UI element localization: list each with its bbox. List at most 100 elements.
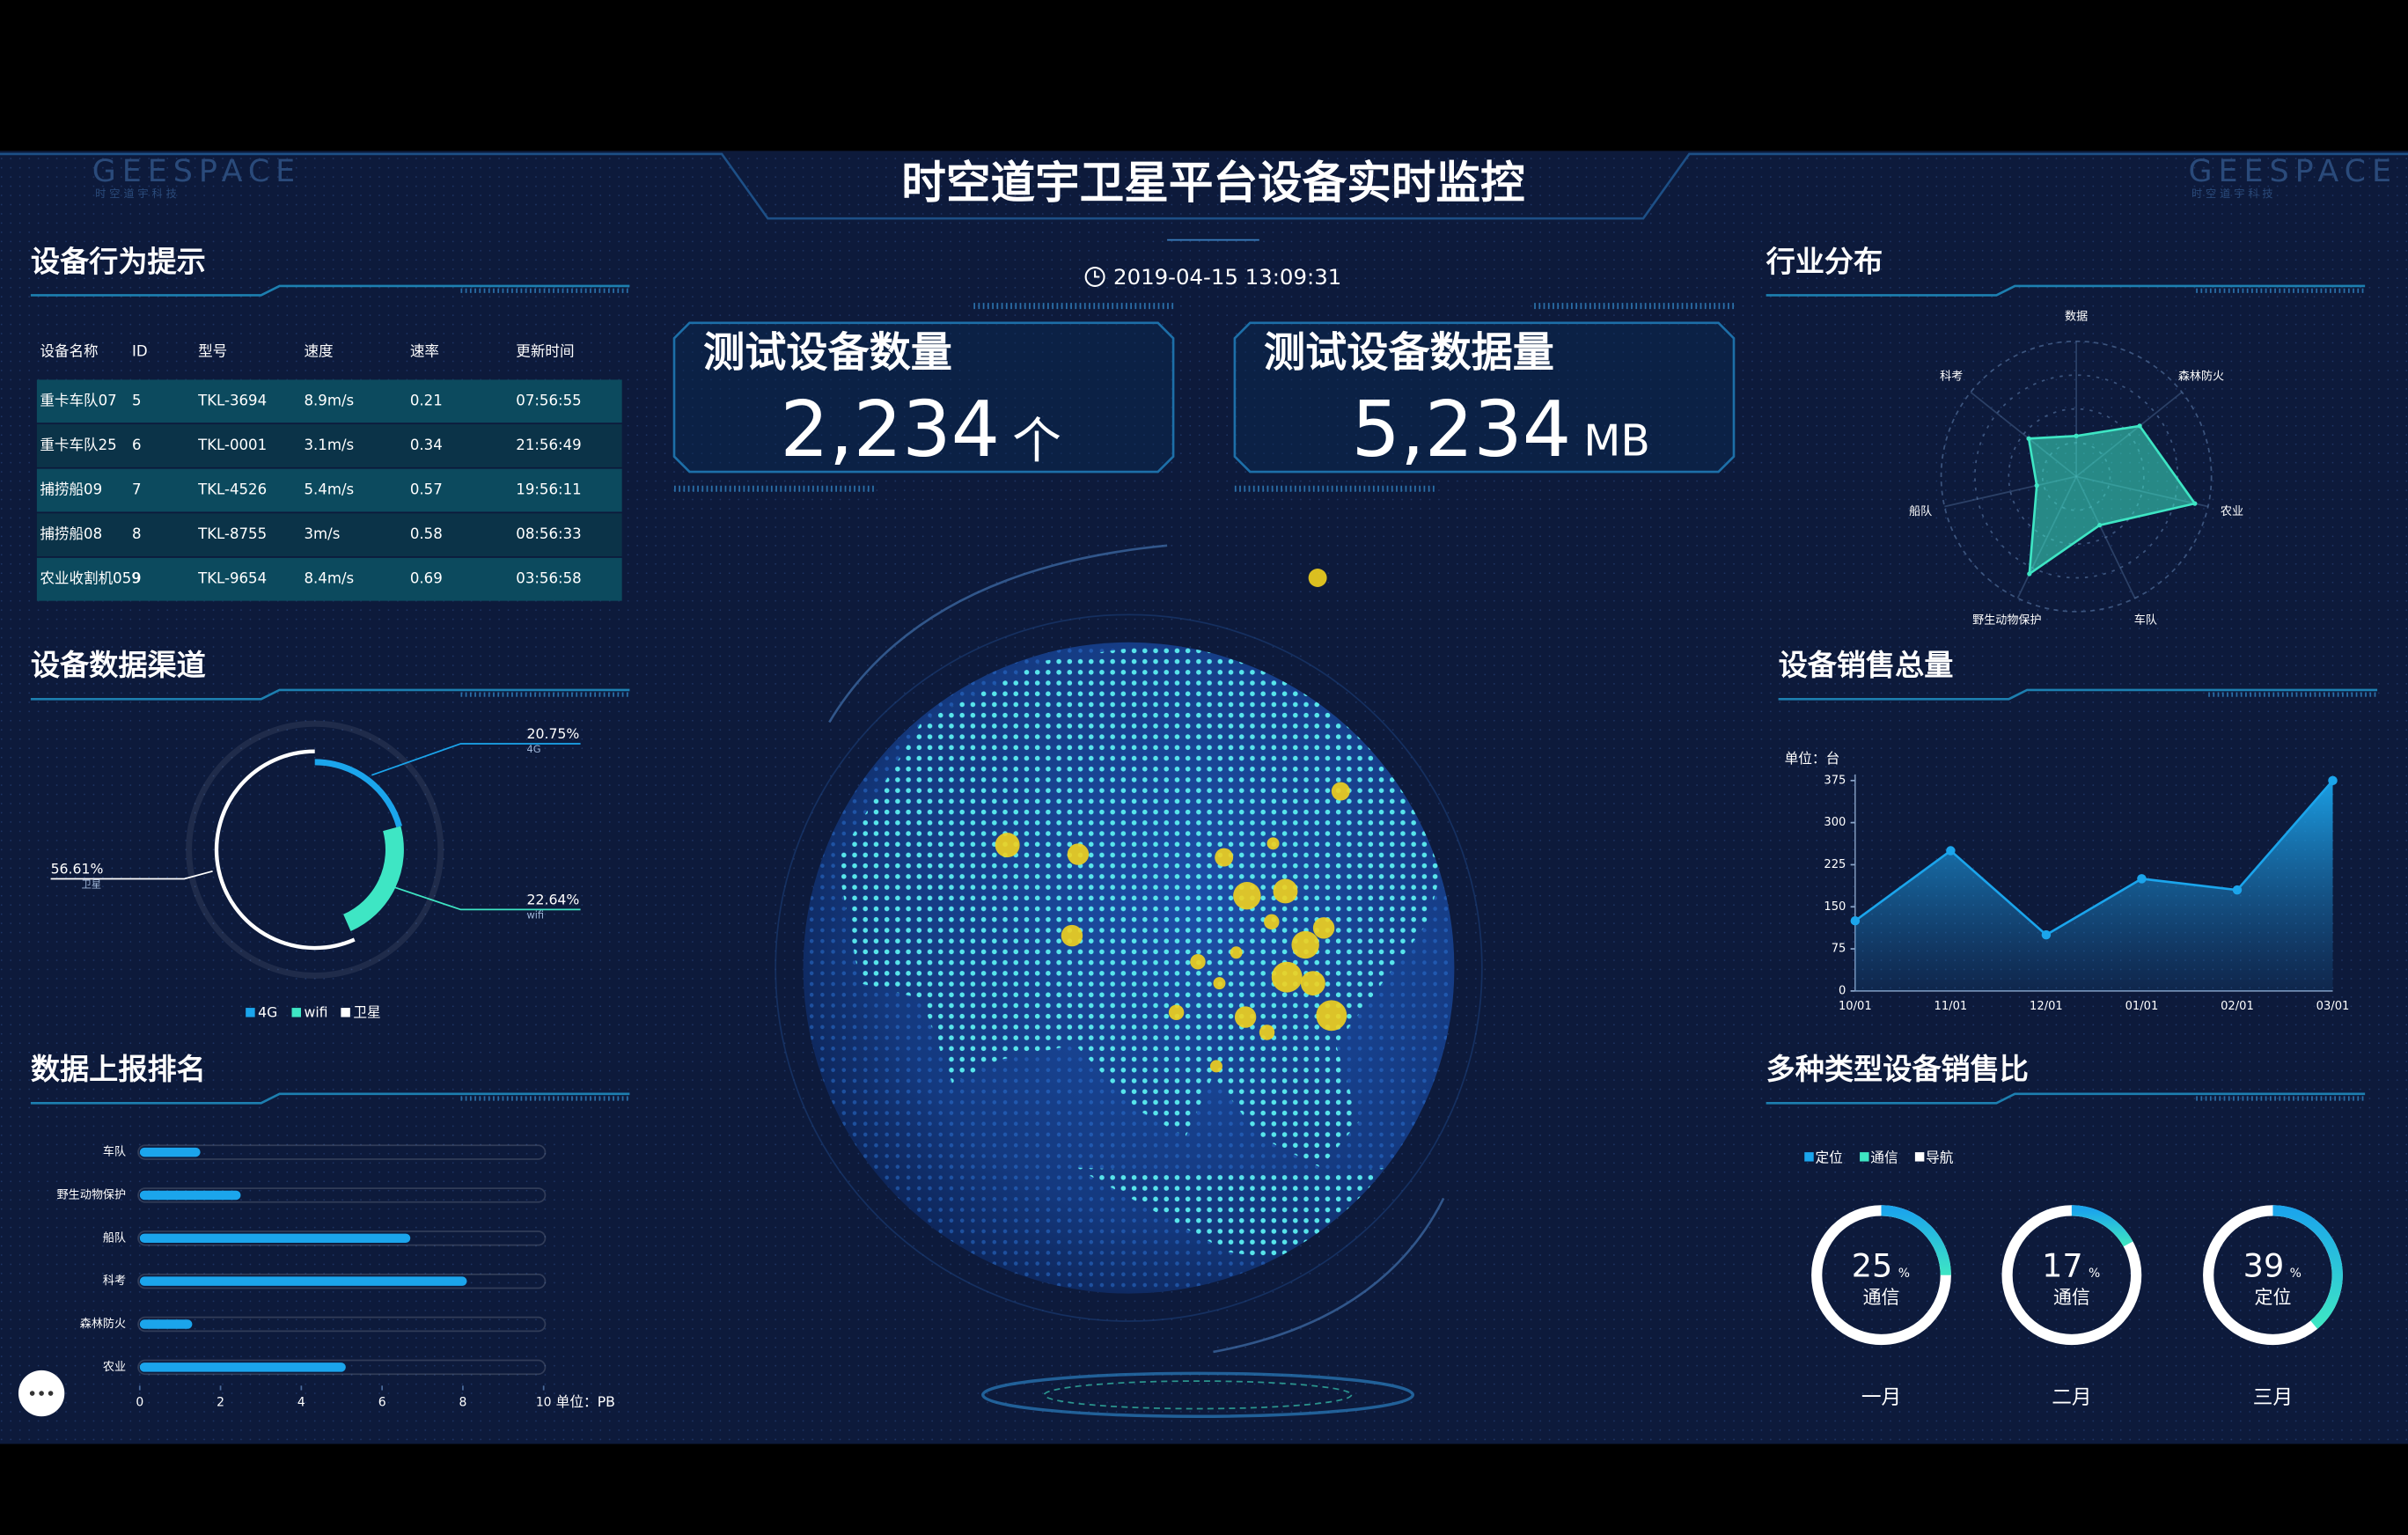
area-point: [1946, 846, 1956, 856]
table-cell: 0.58: [410, 525, 443, 542]
globe-hotspot: [1291, 930, 1319, 959]
pie-outer-ring: [186, 720, 444, 979]
x-tick-label: 11/01: [1934, 1000, 1968, 1013]
panel-title: 数据上报排名: [31, 1052, 206, 1086]
bar-track: [137, 1187, 547, 1203]
area-point: [2041, 929, 2052, 940]
table-cell: 0.69: [410, 570, 443, 587]
pie-segment: [214, 749, 356, 951]
table-row: [36, 379, 622, 423]
bar: [139, 1233, 411, 1244]
radar-point: [2097, 523, 2103, 528]
stat-box: [672, 321, 1175, 474]
legend-label: 4G: [258, 1004, 277, 1021]
x-tick-label: 4: [297, 1396, 305, 1410]
stat-value: 2,234: [780, 385, 1000, 474]
globe-arc: [1213, 1197, 1445, 1354]
area-point: [2137, 874, 2147, 884]
table-cell: 0.34: [410, 437, 443, 453]
chat-dot: [48, 1391, 54, 1396]
radar-point: [2026, 436, 2031, 441]
pie-leader: [371, 743, 581, 776]
x-tick-label: 6: [378, 1396, 386, 1410]
ring-arc: [1881, 1205, 1951, 1275]
panel-underline: [30, 688, 630, 701]
bar: [139, 1319, 193, 1329]
bar: [139, 1147, 201, 1157]
y-tick-label: 375: [1824, 774, 1846, 787]
globe: [775, 544, 1483, 1418]
bar-category: 船队: [103, 1230, 126, 1245]
bar-track: [137, 1273, 547, 1289]
table-cell: TKL-3694: [197, 392, 267, 408]
y-tick-label: 75: [1832, 943, 1846, 956]
ring-label: 通信: [1863, 1287, 1900, 1308]
legend-swatch: [246, 1008, 255, 1017]
area-fill: [1854, 780, 2333, 991]
panel-title: 设备行为提示: [31, 244, 206, 278]
ring-unit: %: [2290, 1267, 2302, 1281]
radar-point: [2137, 423, 2142, 429]
radar-area: [2027, 424, 2198, 577]
x-tick-label: 03/01: [2316, 1000, 2350, 1013]
table-cell: 7: [132, 481, 142, 498]
pie-label: wifi: [527, 908, 545, 921]
globe-hotspot: [1331, 782, 1350, 801]
table-cell: 捕捞船09: [40, 481, 102, 498]
bar-category: 科考: [103, 1274, 126, 1288]
x-tick-label: 12/01: [2030, 1000, 2063, 1013]
legend-swatch: [1804, 1152, 1814, 1162]
ring-value: 25: [1852, 1246, 1893, 1284]
radar-axis-label: 船队: [1909, 504, 1932, 518]
globe-hotspot: [1266, 837, 1280, 850]
stat-value: 5,234: [1352, 385, 1572, 474]
table-cell: 0.21: [410, 392, 443, 408]
globe-hotspot: [1230, 946, 1243, 959]
logo-left-sub: 时 空 道 宇 科 技: [95, 187, 177, 200]
legend-label: 卫星: [353, 1004, 380, 1021]
globe-hotspot: [995, 833, 1020, 858]
panel-underline: [1766, 1092, 2366, 1105]
table-cell: 农业收割机059: [40, 570, 140, 587]
bar: [139, 1190, 241, 1201]
pie-value-label: 22.64%: [527, 891, 580, 907]
pie-label: 卫星: [81, 878, 101, 890]
globe-hotspot: [1168, 1004, 1185, 1021]
stat-unit: MB: [1583, 416, 1650, 466]
radar-axis-label: 科考: [1940, 370, 1963, 384]
table-cell: 重卡车队07: [40, 392, 116, 408]
stat-label: 测试设备数据量: [1264, 328, 1554, 377]
globe-hotspot: [1233, 881, 1261, 910]
table-cell: 5.4m/s: [304, 481, 354, 498]
table-cell: 8.9m/s: [304, 392, 354, 408]
legend-label: wifi: [304, 1004, 327, 1021]
chat-button[interactable]: [18, 1370, 65, 1417]
globe-hotspot: [1273, 878, 1298, 904]
ring-label: 定位: [2255, 1287, 2292, 1308]
radar-axis-label: 数据: [2065, 309, 2088, 323]
stat-label: 测试设备数量: [703, 328, 952, 377]
y-tick-label: 225: [1824, 858, 1846, 871]
logo-right-sub: 时 空 道 宇 科 技: [2191, 187, 2273, 200]
globe-hotspot: [1067, 843, 1090, 865]
ring-category: 二月: [2052, 1386, 2091, 1409]
pie-segment: [342, 826, 404, 931]
table-row: [36, 424, 622, 467]
table-cell: 6: [132, 437, 142, 453]
ring-category: 三月: [2253, 1386, 2293, 1409]
clock-hands: [1094, 270, 1100, 278]
table-header: 速度: [304, 343, 333, 360]
legend-swatch: [1914, 1152, 1925, 1162]
globe-arc: [828, 544, 1168, 723]
globe-hotspot: [1209, 1060, 1222, 1073]
table-cell: 07:56:55: [516, 392, 581, 408]
x-tick-label: 8: [459, 1396, 466, 1410]
globe-hotspot: [1264, 914, 1280, 930]
ring-category: 一月: [1861, 1386, 1901, 1409]
page-title: 时空道宇卫星平台设备实时监控: [901, 157, 1524, 209]
table-cell: 03:56:58: [516, 570, 581, 587]
table-header: 型号: [198, 343, 227, 360]
table-cell: 8.4m/s: [304, 570, 354, 587]
radar-point: [2192, 501, 2198, 506]
panel-title: 设备销售总量: [1779, 648, 1954, 682]
